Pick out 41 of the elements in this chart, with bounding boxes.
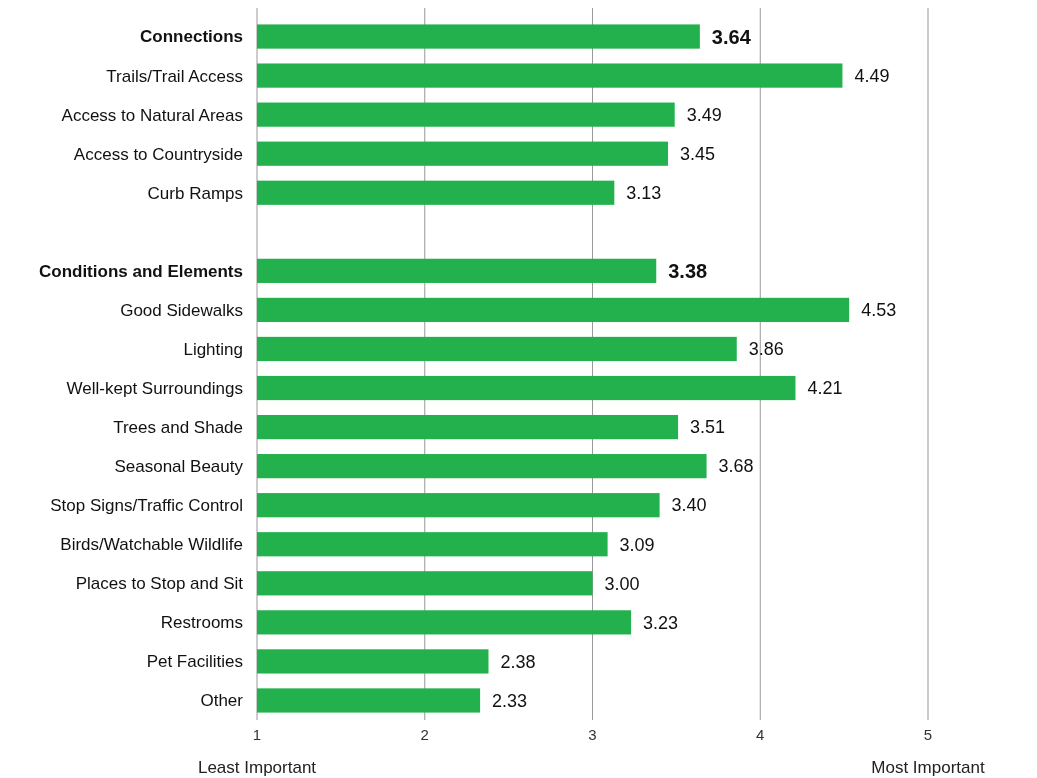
x-tick-label: 3 bbox=[588, 726, 597, 743]
y-tick-label: Good Sidewalks bbox=[120, 300, 243, 320]
data-label: 3.00 bbox=[604, 573, 640, 594]
y-tick-label: Curb Ramps bbox=[147, 183, 243, 203]
x-tick-label: 5 bbox=[923, 726, 933, 743]
data-label: 3.09 bbox=[619, 534, 655, 555]
data-label: 3.49 bbox=[686, 104, 722, 125]
y-tick-label: Other bbox=[200, 691, 244, 711]
data-label: 3.86 bbox=[748, 339, 784, 360]
data-label: 2.33 bbox=[492, 690, 528, 711]
y-tick-label: Lighting bbox=[183, 339, 243, 359]
data-label: 3.64 bbox=[711, 25, 752, 48]
y-tick-label: Seasonal Beauty bbox=[114, 457, 244, 477]
text: Least Important bbox=[197, 758, 317, 777]
y-tick-label: Conditions and Elements bbox=[38, 261, 243, 281]
x-tick-label: 2 bbox=[420, 726, 429, 743]
data-label: 3.38 bbox=[668, 259, 708, 282]
data-label: 3.68 bbox=[718, 456, 754, 477]
data-label: 4.53 bbox=[861, 300, 897, 321]
x-tick-label: 1 bbox=[252, 726, 262, 743]
y-tick-label: Stop Signs/Traffic Control bbox=[50, 496, 243, 516]
data-label: 3.51 bbox=[690, 417, 726, 438]
data-label: 4.49 bbox=[854, 65, 890, 86]
y-tick-label: Places to Stop and Sit bbox=[75, 574, 244, 594]
y-tick-label: Connections bbox=[140, 27, 243, 47]
y-tick-label: Well-kept Surroundings bbox=[66, 378, 243, 398]
y-tick-label: Access to Countryside bbox=[73, 144, 243, 164]
data-label: 3.45 bbox=[679, 143, 716, 164]
data-label: 3.23 bbox=[643, 612, 679, 633]
data-label: 3.40 bbox=[671, 495, 707, 516]
y-tick-label: Restrooms bbox=[160, 613, 243, 633]
y-tick-label: Pet Facilities bbox=[146, 652, 243, 672]
y-tick-label: Trails/Trail Access bbox=[106, 66, 243, 86]
data-label: 4.21 bbox=[807, 378, 843, 399]
y-tick-label: Birds/Watchable Wildlife bbox=[60, 535, 243, 555]
y-tick-label: Trees and Shade bbox=[113, 418, 243, 438]
y-tick-label: Access to Natural Areas bbox=[61, 105, 243, 125]
x-tick-label: 4 bbox=[756, 726, 765, 743]
data-label: 3.13 bbox=[626, 183, 662, 204]
text: Most Important bbox=[871, 758, 985, 777]
data-label: 2.38 bbox=[500, 651, 536, 672]
